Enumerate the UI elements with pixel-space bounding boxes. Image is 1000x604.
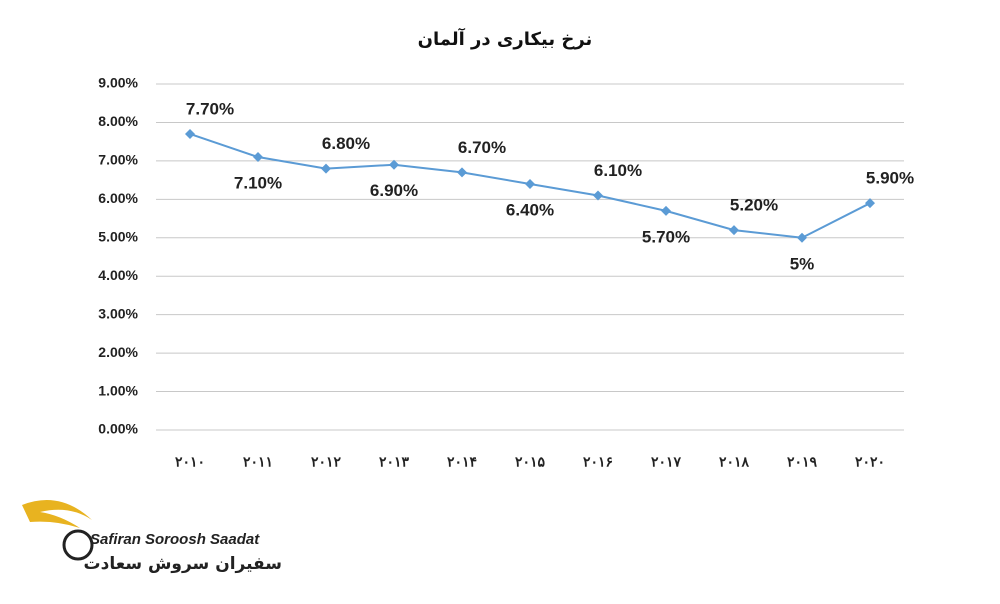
y-tick-label: 5.00% (98, 228, 138, 244)
y-tick-label: 4.00% (98, 267, 138, 283)
marker (185, 128, 195, 139)
x-tick-label: ۲۰۱۶ (583, 454, 613, 470)
marker (797, 232, 807, 243)
logo-name: Safiran Soroosh Saadat (90, 531, 260, 548)
y-tick-label: 3.00% (98, 305, 138, 321)
marker (389, 159, 399, 170)
data-label: 7.70% (186, 99, 234, 118)
x-tick-label: ۲۰۱۰ (175, 454, 205, 470)
y-tick-label: 7.00% (98, 152, 138, 168)
logo-name-fa: سفیران سروش سعادت (84, 554, 282, 574)
y-tick-label: 8.00% (98, 113, 138, 129)
marker (321, 163, 331, 174)
marker (865, 198, 875, 209)
data-label: 5.70% (642, 227, 690, 246)
x-tick-label: ۲۰۱۷ (651, 454, 682, 470)
data-label: 6.90% (370, 181, 418, 200)
marker (525, 178, 535, 189)
marker (729, 225, 739, 236)
logo: Safiran Soroosh Saadat سفیران سروش سعادت (22, 500, 282, 574)
data-label: 6.10% (594, 161, 642, 180)
x-tick-label: ۲۰۱۱ (243, 454, 273, 470)
x-tick-label: ۲۰۱۴ (447, 454, 477, 470)
y-tick-label: 0.00% (98, 421, 138, 437)
marker (661, 205, 671, 216)
marker (593, 190, 603, 201)
marker (457, 167, 467, 178)
marker (253, 152, 263, 163)
logo-wing (22, 500, 92, 528)
x-tick-label: ۲۰۱۸ (719, 454, 750, 470)
x-tick-label: ۲۰۱۳ (379, 454, 410, 470)
data-label: 7.10% (234, 174, 282, 193)
x-tick-label: ۲۰۱۵ (515, 454, 546, 470)
data-label: 6.40% (506, 200, 554, 219)
y-tick-label: 9.00% (98, 75, 138, 91)
data-label: 6.70% (458, 138, 506, 157)
x-tick-label: ۲۰۱۹ (787, 454, 818, 470)
x-tick-label: ۲۰۱۲ (311, 454, 342, 470)
data-label: 6.80% (322, 134, 370, 153)
logo-ring (62, 529, 94, 561)
chart-title: نرخ بیکاری در آلمان (418, 27, 593, 50)
y-tick-label: 2.00% (98, 344, 138, 360)
x-tick-label: ۲۰۲۰ (855, 454, 885, 470)
data-label: 5% (790, 254, 815, 273)
data-label: 5.20% (730, 196, 778, 215)
y-tick-label: 1.00% (98, 382, 138, 398)
y-tick-label: 6.00% (98, 190, 138, 206)
data-label: 5.90% (866, 169, 914, 188)
